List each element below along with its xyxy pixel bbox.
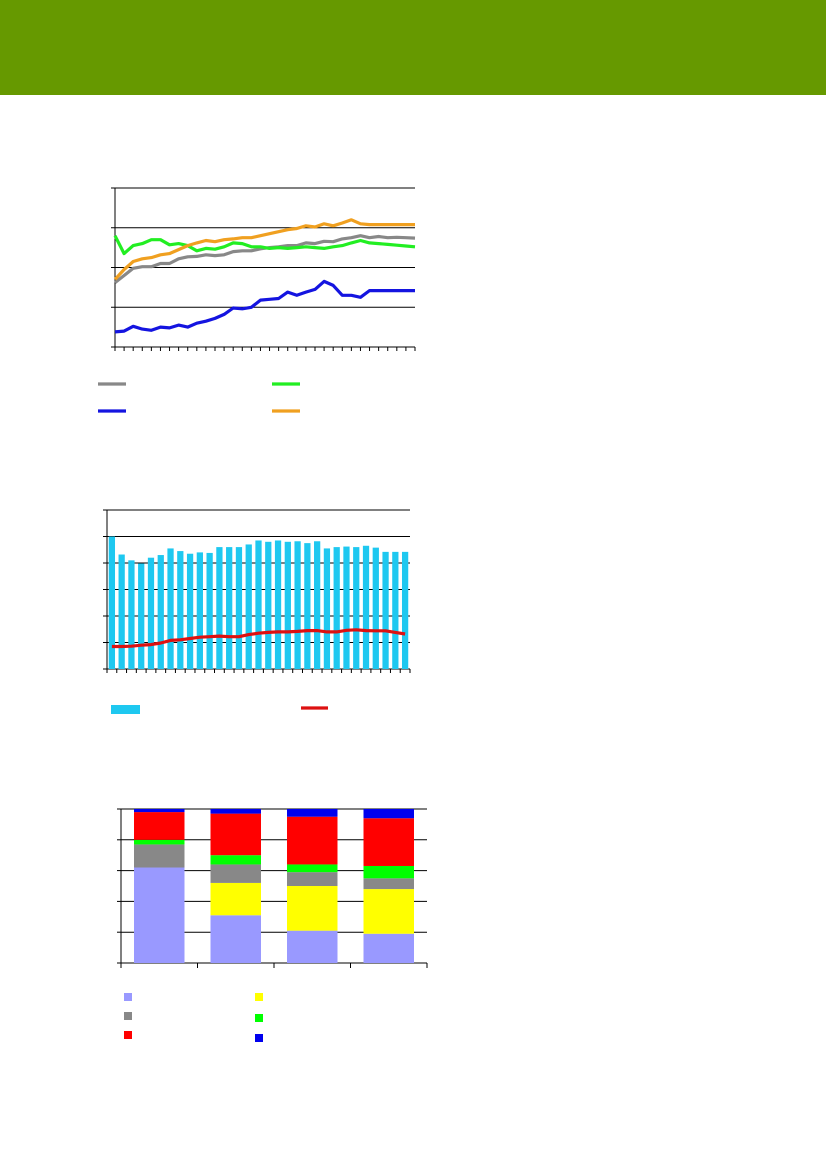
bar-12 [216,547,223,669]
bar-23 [323,548,331,669]
line-series-2 [113,234,416,256]
header-band [0,0,826,95]
bar-7 [167,548,174,669]
bar-2-segment-6 [210,809,261,814]
bar-2-segment-5 [210,813,261,856]
line-series-4 [113,218,415,281]
bar-3-segment-5 [287,816,338,865]
bar-4-segment-5 [363,818,414,866]
bar-30 [392,551,399,669]
bar-3-segment-4 [287,864,338,873]
bar-2-segment-4 [210,855,261,865]
bar-14 [235,547,243,669]
bar-1-segment-5 [134,812,185,840]
bar-4 [138,563,145,669]
bar-4-segment-4 [363,865,414,879]
bar-1-segment-3 [134,844,185,868]
bar-1-segment-6 [134,809,185,813]
bar-17 [265,541,272,669]
bar-28 [372,547,379,669]
legend-key-bars [111,705,140,714]
bar-24 [333,547,340,669]
bar-4-segment-1 [363,933,414,963]
bar-11 [206,552,213,669]
bar-26 [353,547,360,669]
legend-key-segment-6 [255,1034,263,1042]
line-chart [98,187,416,413]
bar-line-chart [103,509,411,714]
legend-key-segment-2 [255,993,263,1001]
bar-3 [128,560,135,669]
bar-18 [274,540,282,669]
bar-2-segment-3 [210,864,261,883]
bar-2 [118,554,125,669]
line-series-3 [114,279,415,334]
bar-3-segment-6 [287,809,338,817]
bar-1-segment-4 [134,839,185,845]
bar-5 [147,557,155,669]
line-series [111,628,406,649]
bar-16 [255,540,262,669]
stacked-bar-chart [117,808,428,1042]
legend-key-segment-3 [124,1012,132,1020]
bar-2-segment-1 [210,915,261,963]
bar-9 [186,553,194,669]
bar-4-segment-2 [363,889,414,934]
bar-27 [362,545,370,669]
bar-3-segment-1 [287,930,338,963]
bar-22 [314,541,321,669]
legend-key-segment-4 [255,1014,263,1022]
bar-4-segment-6 [363,809,414,819]
bar-10 [196,552,203,669]
bar-1-segment-1 [134,867,185,963]
bar-4-segment-3 [363,878,414,890]
bar-3-segment-2 [287,886,338,931]
bar-13 [226,547,233,669]
bar-8 [177,551,184,669]
bar-19 [284,541,291,669]
bar-1 [108,536,116,669]
bar-3-segment-3 [287,872,338,886]
bar-6 [157,555,164,669]
legend-key-segment-1 [124,993,132,1001]
legend-key-segment-5 [124,1031,132,1039]
bar-21 [304,543,311,669]
bar-20 [294,541,301,669]
bar-15 [245,544,252,669]
bar-2-segment-2 [210,882,261,916]
bar-29 [382,551,389,669]
bar-25 [343,546,350,669]
bar-31 [401,551,409,669]
